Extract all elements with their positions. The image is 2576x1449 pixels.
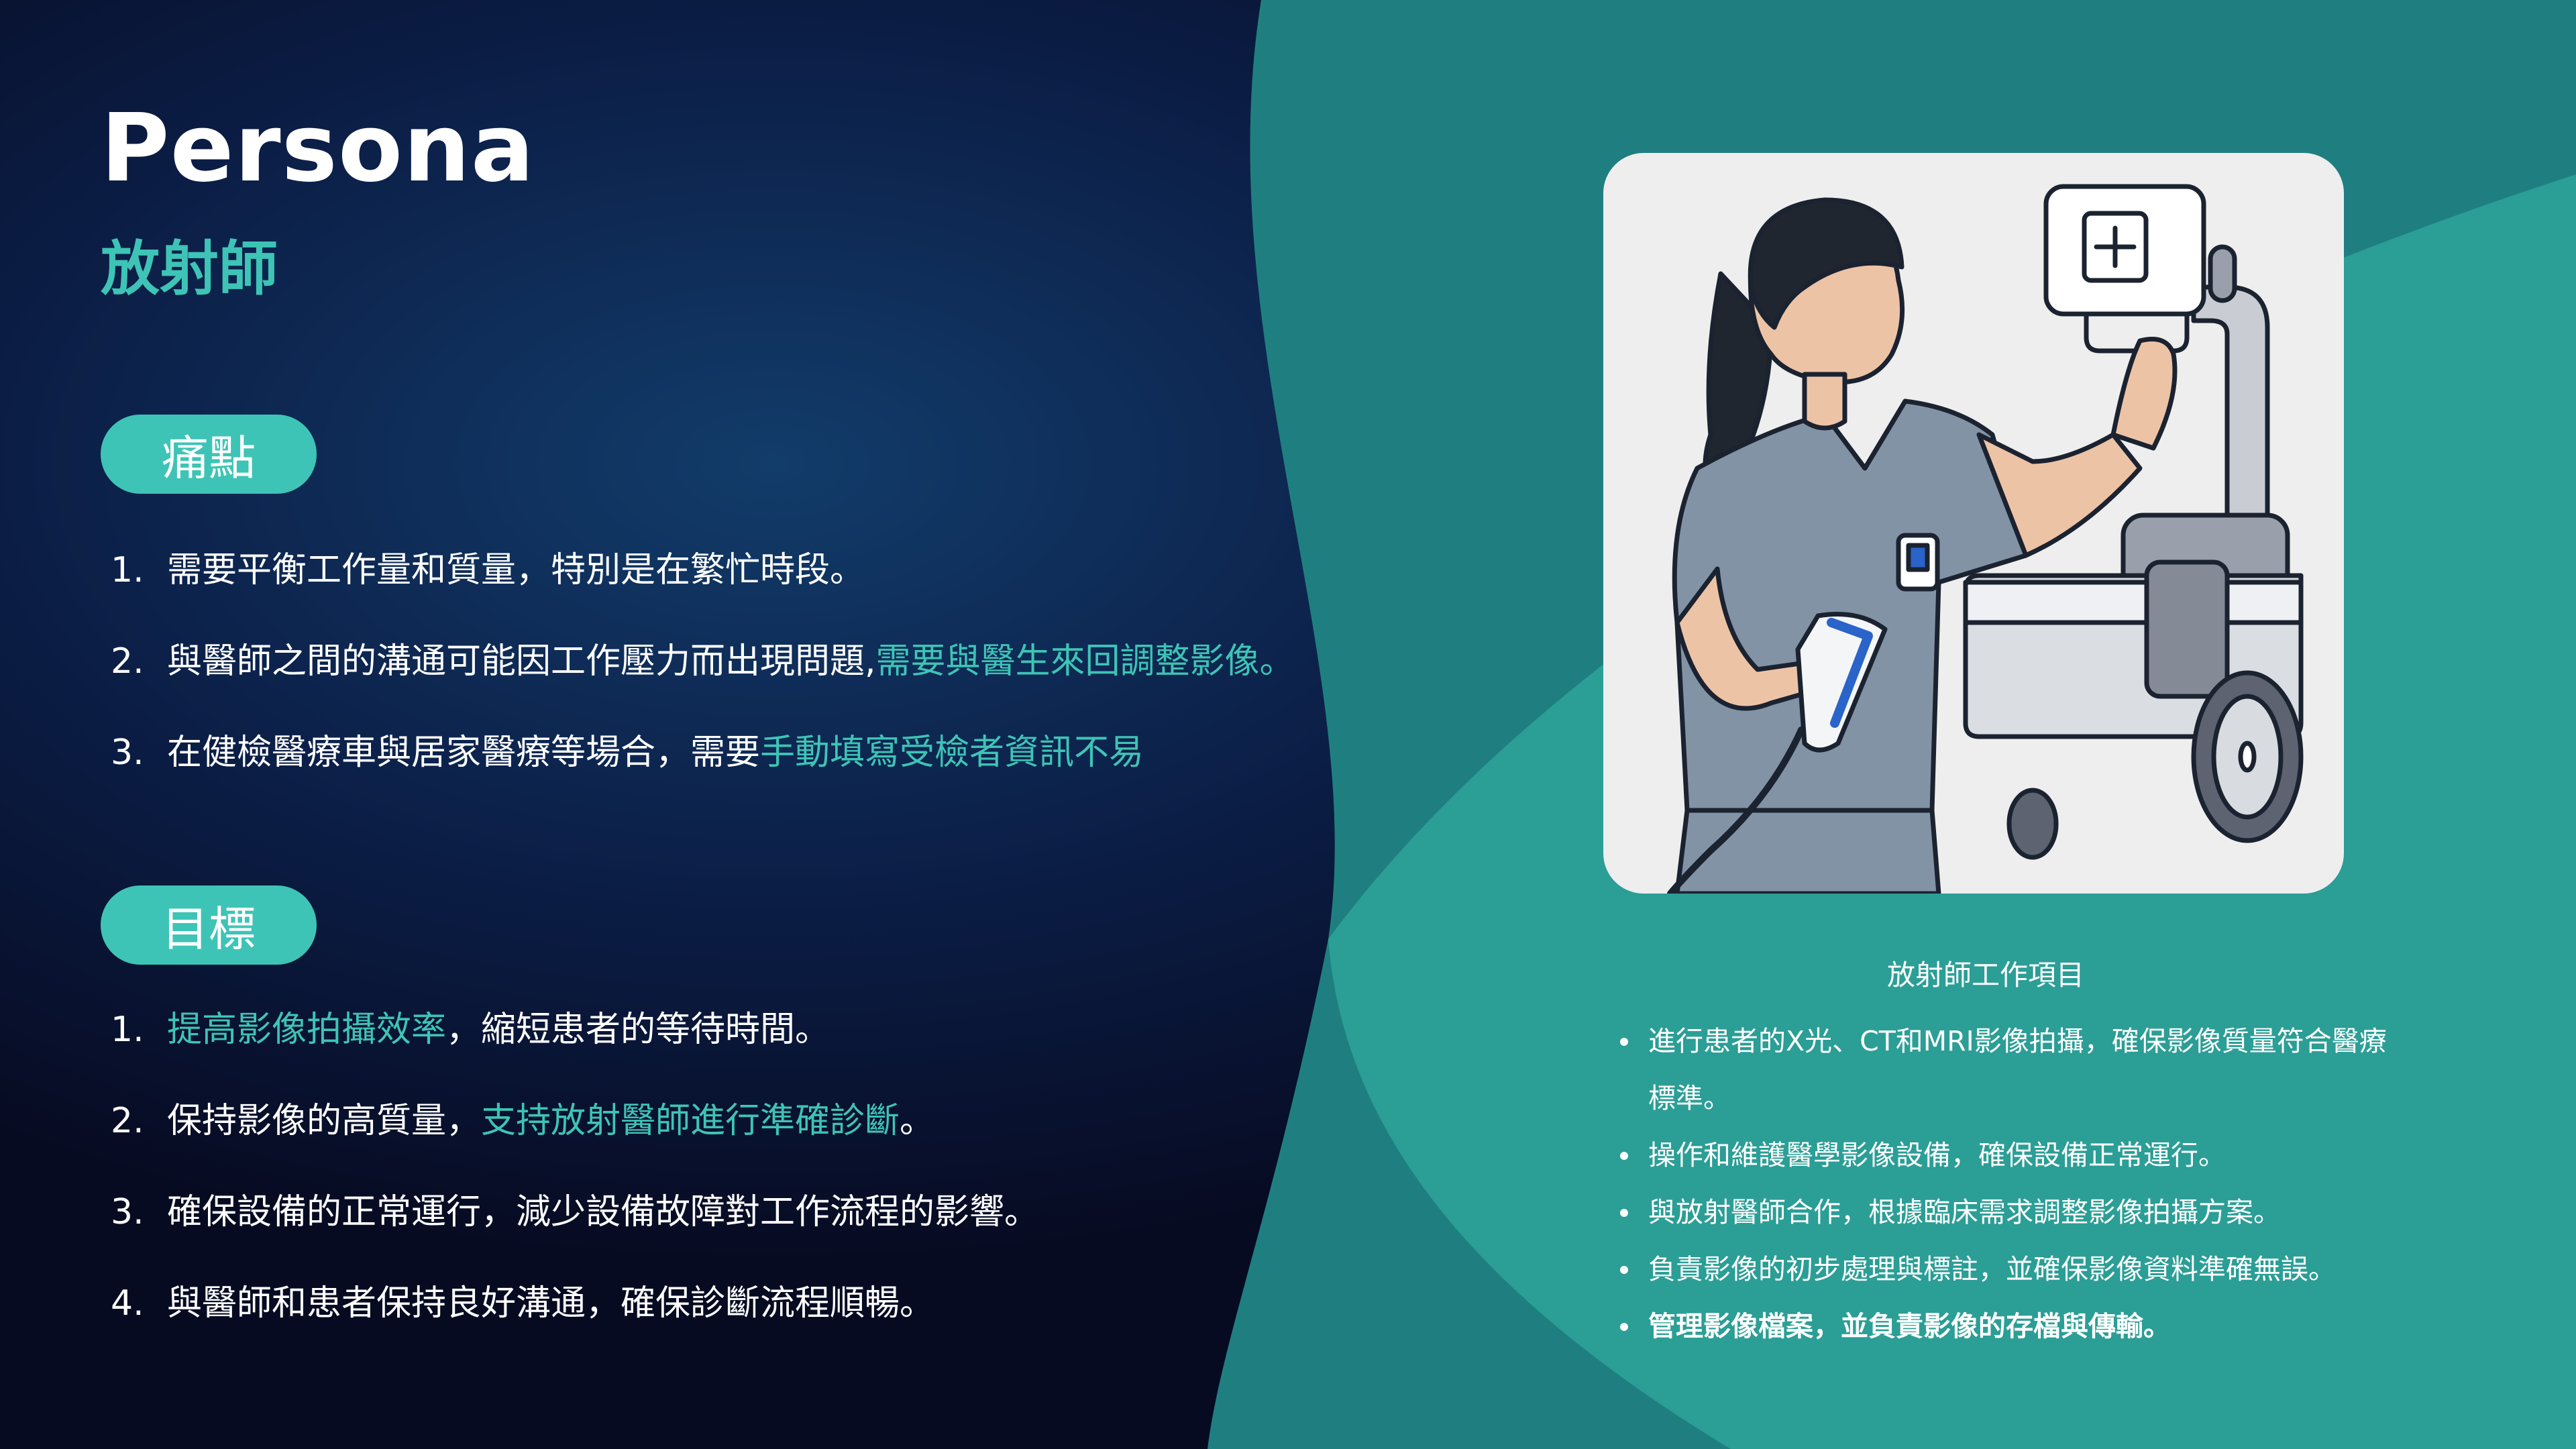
list-item: 1. 提高影像拍攝效率 ，縮短患者的等待時間。 — [111, 1010, 830, 1050]
pain-points-badge: 痛點 — [101, 415, 317, 494]
list-item: 操作和維護醫學影像設備，確保設備正常運行。 — [1620, 1127, 2398, 1184]
list-item: 進行患者的X光、CT和MRI影像拍攝，確保影像質量符合醫療標準。 — [1620, 1013, 2398, 1127]
radiographer-xray-icon — [1667, 184, 2304, 894]
page-subtitle: 放射師 — [101, 234, 278, 303]
list-item: 負責影像的初步處理與標註，並確保影像資料準確無誤。 — [1620, 1241, 2398, 1298]
list-item: 3. 確保設備的正常運行，減少設備故障對工作流程的影響。 — [111, 1192, 1040, 1232]
radiographer-illustration — [1603, 153, 2344, 894]
list-item: 4. 與醫師和患者保持良好溝通，確保診斷流程順暢。 — [111, 1283, 935, 1324]
list-item: 2. 保持影像的高質量， 支持放射醫師進行準確診斷。 — [111, 1101, 935, 1141]
list-item: 與放射醫師合作，根據臨床需求調整影像拍攝方案。 — [1620, 1184, 2398, 1241]
list-item: 2. 與醫師之間的溝通可能因工作壓力而出現問題, 需要與醫生來回調整影像。 — [111, 641, 1295, 682]
work-items-caption: 放射師工作項目 — [1886, 959, 2084, 991]
goals-badge: 目標 — [101, 885, 317, 965]
work-items-list: 進行患者的X光、CT和MRI影像拍攝，確保影像質量符合醫療標準。 操作和維護醫學… — [1620, 1013, 2398, 1355]
goals-list: 1. 提高影像拍攝效率 ，縮短患者的等待時間。 2. 保持影像的高質量， 支持放射醫… — [111, 1010, 1039, 1375]
list-item: 1. 需要平衡工作量和質量，特別是在繁忙時段。 — [111, 550, 865, 590]
pain-points-list: 1. 需要平衡工作量和質量，特別是在繁忙時段。 2. 與醫師之間的溝通可能因工作… — [111, 550, 1295, 824]
list-item: 管理影像檔案，並負責影像的存檔與傳輸。 — [1620, 1298, 2398, 1355]
list-item: 3. 在健檢醫療車與居家醫療等場合，需要 手動填寫受檢者資訊不易 — [111, 733, 1144, 773]
page-title: Persona — [101, 94, 535, 203]
